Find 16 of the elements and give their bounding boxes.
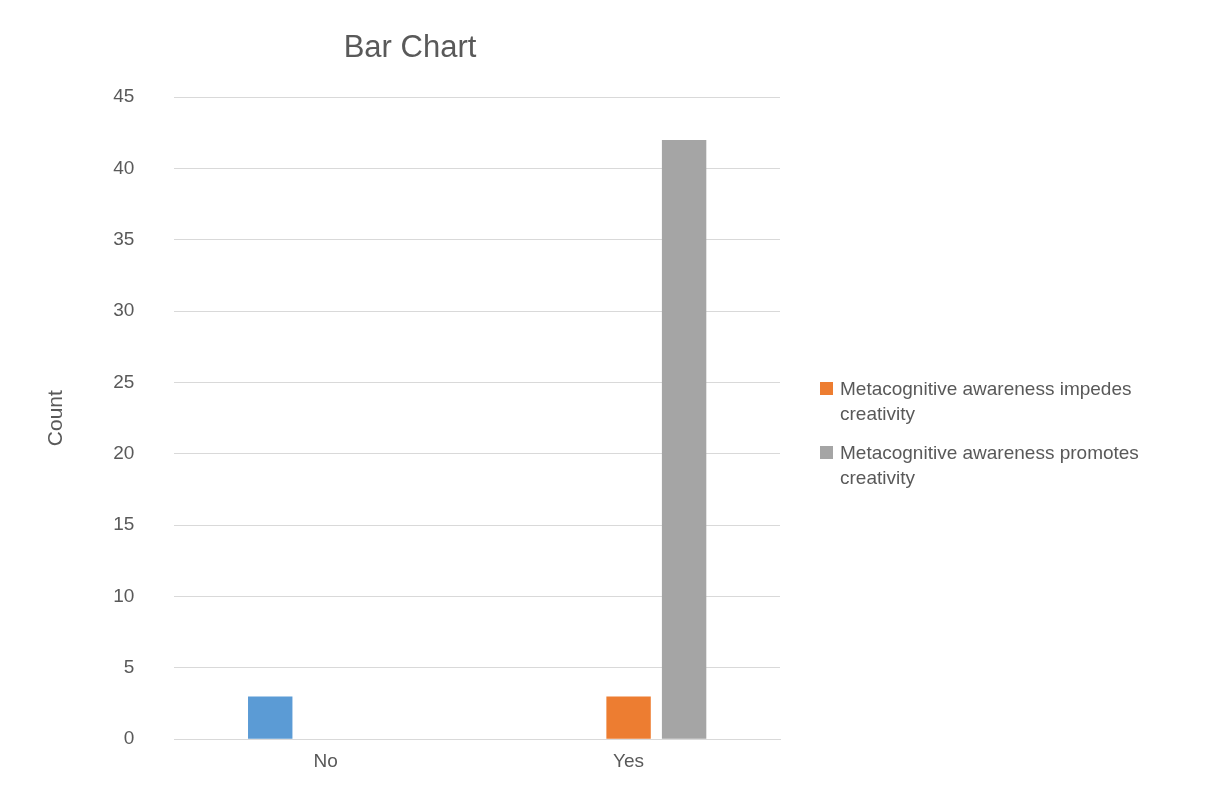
y-tick-label: 20 xyxy=(113,442,135,464)
y-tick-label: 15 xyxy=(113,513,135,535)
y-tick-label: 25 xyxy=(113,370,135,392)
y-tick-label: 0 xyxy=(123,727,135,749)
y-tick-label: 35 xyxy=(113,228,135,250)
legend-label: Metacognitive awareness impedes creativity xyxy=(840,377,1133,426)
y-axis-title: Count xyxy=(43,390,67,447)
y-tick-label: 45 xyxy=(113,85,135,107)
legend-label: Metacognitive awareness promotes creativity xyxy=(840,441,1140,490)
x-tick-label: Yes xyxy=(613,749,645,771)
y-tick-label: 5 xyxy=(123,656,135,678)
chart-title: Bar Chart xyxy=(343,29,477,65)
x-tick-label: No xyxy=(313,749,338,771)
y-tick-label: 30 xyxy=(113,299,135,321)
y-tick-label: 40 xyxy=(113,156,135,178)
y-tick-label: 10 xyxy=(113,584,135,606)
